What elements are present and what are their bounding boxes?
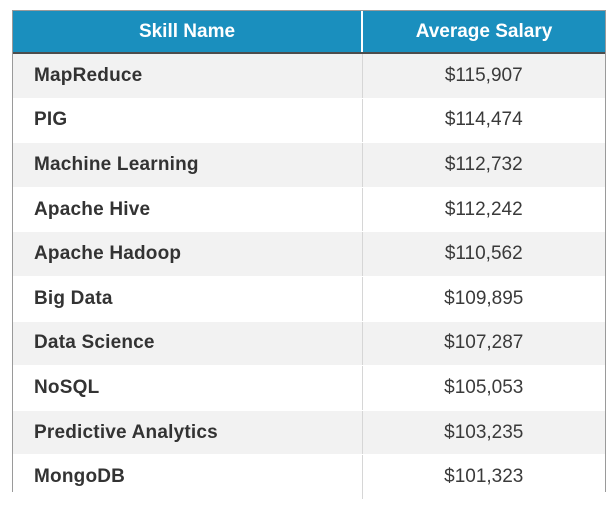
table-body: MapReduce $115,907 PIG $114,474 Machine … bbox=[13, 53, 605, 500]
table-row: PIG $114,474 bbox=[13, 98, 605, 144]
table-row: Machine Learning $112,732 bbox=[13, 142, 605, 188]
table-header: Skill Name Average Salary bbox=[13, 11, 605, 54]
skill-cell: MongoDB bbox=[13, 454, 362, 500]
table-row: NoSQL $105,053 bbox=[13, 365, 605, 411]
skill-cell: MapReduce bbox=[13, 53, 362, 99]
salary-cell: $112,732 bbox=[361, 142, 605, 188]
salary-cell: $107,287 bbox=[361, 321, 605, 367]
table-row: MapReduce $115,907 bbox=[13, 53, 605, 99]
table-row: MongoDB $101,323 bbox=[13, 454, 605, 500]
skill-cell: PIG bbox=[13, 98, 362, 144]
header-skill-name: Skill Name bbox=[13, 11, 362, 54]
header-row: Skill Name Average Salary bbox=[13, 11, 605, 54]
salary-cell: $115,907 bbox=[361, 53, 605, 99]
table-row: Data Science $107,287 bbox=[13, 321, 605, 367]
salary-cell: $103,235 bbox=[361, 410, 605, 456]
skill-cell: Data Science bbox=[13, 321, 362, 367]
skill-cell: NoSQL bbox=[13, 365, 362, 411]
salary-table-container: Skill Name Average Salary MapReduce $115… bbox=[12, 10, 606, 500]
skill-cell: Apache Hadoop bbox=[13, 231, 362, 277]
salary-cell: $105,053 bbox=[361, 365, 605, 411]
skill-cell: Apache Hive bbox=[13, 187, 362, 233]
table-row: Apache Hive $112,242 bbox=[13, 187, 605, 233]
salary-cell: $101,323 bbox=[361, 454, 605, 500]
table-row: Big Data $109,895 bbox=[13, 276, 605, 322]
skill-cell: Big Data bbox=[13, 276, 362, 322]
header-average-salary: Average Salary bbox=[361, 11, 605, 54]
salary-cell: $109,895 bbox=[361, 276, 605, 322]
salary-cell: $110,562 bbox=[361, 231, 605, 277]
salary-cell: $114,474 bbox=[361, 98, 605, 144]
skill-cell: Predictive Analytics bbox=[13, 410, 362, 456]
salary-table: Skill Name Average Salary MapReduce $115… bbox=[13, 11, 605, 500]
table-row: Apache Hadoop $110,562 bbox=[13, 231, 605, 277]
table-row: Predictive Analytics $103,235 bbox=[13, 410, 605, 456]
salary-cell: $112,242 bbox=[361, 187, 605, 233]
skill-cell: Machine Learning bbox=[13, 142, 362, 188]
